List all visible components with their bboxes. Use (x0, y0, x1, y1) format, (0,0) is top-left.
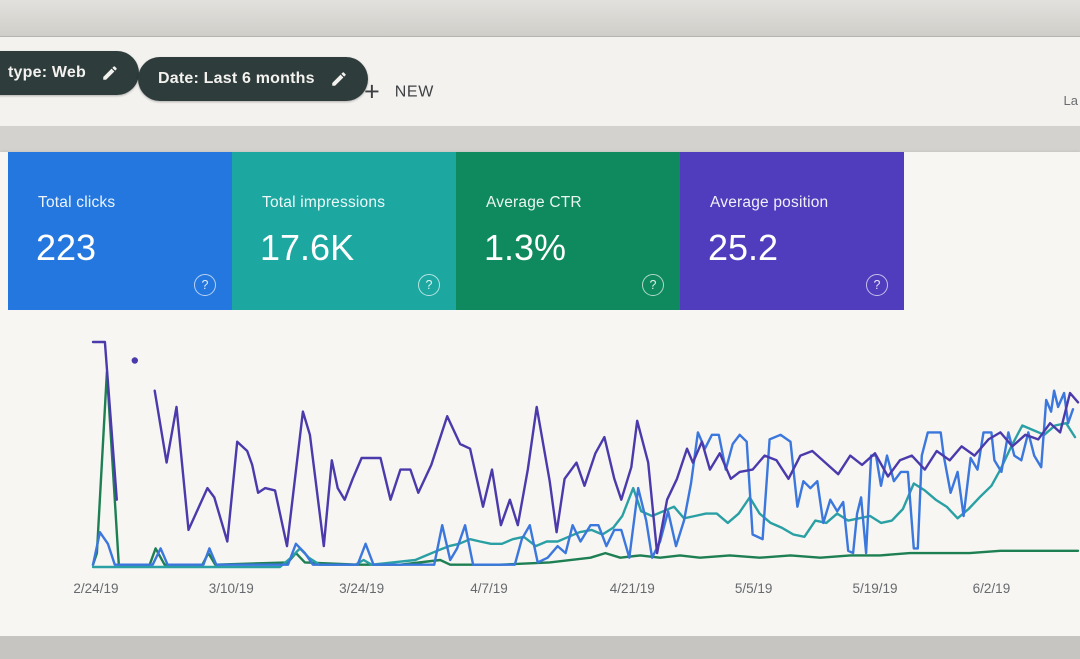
metric-card-value: 25.2 (708, 227, 779, 268)
metric-card-label: Total clicks (38, 194, 116, 211)
average-position-data-point (131, 357, 138, 364)
x-axis-labels: 2/24/19 3/10/19 3/24/19 4/7/19 4/21/19 5/5/19… (73, 581, 1080, 601)
background-band (0, 126, 1080, 152)
x-tick-label: 6/2/19 (972, 581, 1011, 596)
metric-card-average-position[interactable]: Average position 25.2 ? (680, 152, 904, 310)
search-type-chip-label: type: Web (8, 64, 86, 81)
average-position-line (91, 340, 118, 501)
metric-card-label: Average position (710, 194, 829, 211)
metric-card-total-impressions[interactable]: Total impressions 17.6K ? (232, 152, 456, 310)
edit-pencil-icon (330, 70, 348, 88)
top-background-strip (0, 0, 1080, 37)
x-tick-label: 4/7/19 (470, 581, 508, 596)
average-position-line (153, 389, 1080, 555)
x-tick-label: 5/5/19 (734, 581, 773, 596)
last-updated-text-partial: La (1063, 93, 1078, 108)
new-button-label: NEW (394, 83, 434, 100)
total-impressions-line (91, 421, 1077, 569)
metric-card-average-ctr[interactable]: Average CTR 1.3% ? (456, 152, 680, 310)
edit-pencil-icon (101, 64, 119, 82)
help-icon[interactable]: ? (194, 274, 216, 296)
x-tick-label: 2/24/19 (73, 581, 119, 596)
metric-card-value: 17.6K (260, 227, 355, 268)
performance-panel: Total clicks 223 ? Total impressions 17.… (0, 152, 1080, 636)
plus-icon: + (364, 76, 380, 107)
new-filter-button[interactable]: + NEW (364, 76, 434, 107)
x-tick-label: 4/21/19 (609, 581, 655, 596)
performance-chart[interactable]: 2/24/19 3/10/19 3/24/19 4/7/19 4/21/19 5/5/19… (73, 335, 1080, 596)
x-tick-label: 3/10/19 (208, 581, 254, 596)
bottom-background-strip (0, 636, 1080, 659)
metric-card-value: 1.3% (484, 227, 567, 268)
help-icon[interactable]: ? (418, 274, 440, 296)
search-type-filter-chip[interactable]: type: Web (0, 51, 139, 95)
metric-cards-row: Total clicks 223 ? Total impressions 17.… (8, 152, 904, 310)
date-filter-chip[interactable]: Date: Last 6 months (138, 57, 368, 101)
help-icon[interactable]: ? (866, 274, 888, 296)
metric-card-total-clicks[interactable]: Total clicks 223 ? (8, 152, 232, 310)
metric-card-label: Total impressions (262, 194, 386, 211)
average-ctr-line (91, 370, 1080, 566)
metric-card-value: 223 (36, 227, 97, 268)
help-icon[interactable]: ? (642, 274, 664, 296)
x-tick-label: 3/24/19 (339, 581, 385, 596)
date-chip-label: Date: Last 6 months (158, 70, 315, 87)
chart-lines-svg (91, 340, 1080, 569)
filter-bar: type: Web Date: Last 6 months + NEW La (0, 37, 1080, 127)
metric-card-label: Average CTR (486, 194, 582, 211)
x-tick-label: 5/19/19 (852, 581, 898, 596)
total-clicks-line (91, 389, 1075, 566)
